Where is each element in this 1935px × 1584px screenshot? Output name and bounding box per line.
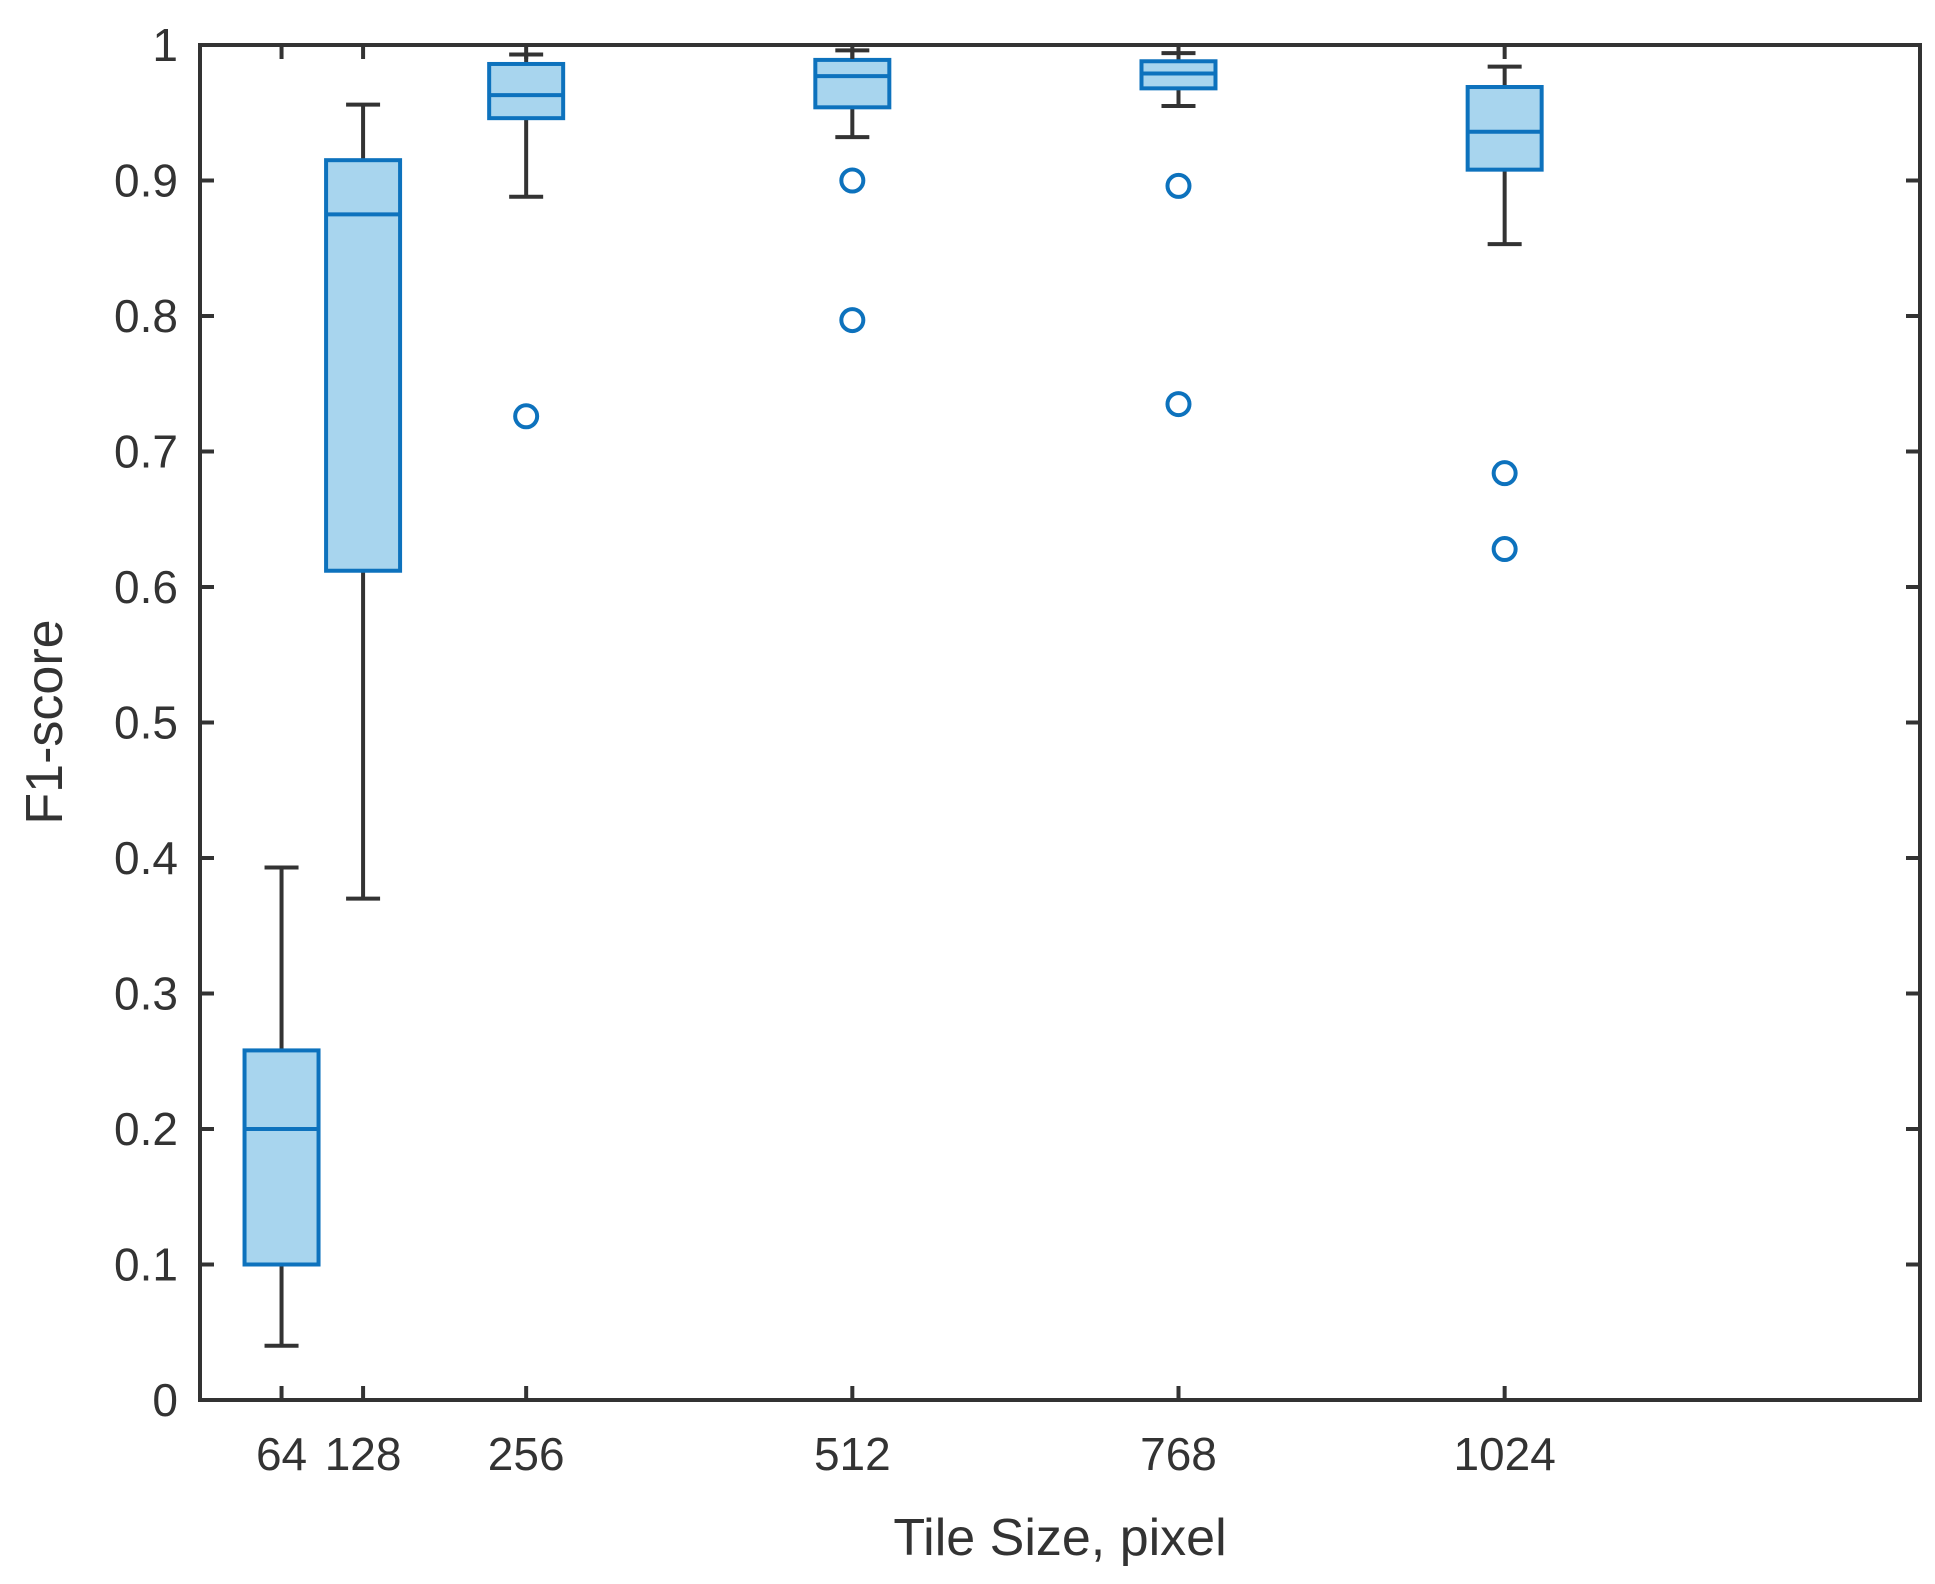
y-tick-label-0.1: 0.1 [114, 1239, 178, 1291]
x-tick-label-64: 64 [256, 1428, 307, 1480]
x-tick-label-1024: 1024 [1453, 1428, 1555, 1480]
x-tick-label-128: 128 [325, 1428, 402, 1480]
box-512 [813, 57, 892, 110]
y-axis-title: F1-score [16, 619, 74, 824]
y-tick-label-0.7: 0.7 [114, 426, 178, 478]
y-tick-label-0.2: 0.2 [114, 1103, 178, 1155]
labels-layer: 64 128 256 512 768 1024 0 0.1 0.2 0.3 0.4 0.5 0.6 0.7… [114, 19, 1556, 1480]
outlier-1024-0 [1491, 460, 1518, 487]
x-axis-title: Tile Size, pixel [893, 1509, 1226, 1567]
x-tick-label-768: 768 [1140, 1428, 1217, 1480]
outlier-256-0 [513, 403, 540, 430]
outlier-512-1 [839, 307, 866, 334]
plot-frame [198, 43, 1922, 1402]
outlier-512-0 [839, 167, 866, 194]
outlier-768-1 [1165, 391, 1192, 418]
box-256 [487, 61, 566, 121]
x-tick-label-512: 512 [814, 1428, 891, 1480]
y-tick-label-0.4: 0.4 [114, 832, 178, 884]
chart-marks [242, 48, 1544, 1348]
y-tick-label-0: 0 [152, 1374, 178, 1426]
x-tick-label-256: 256 [488, 1428, 565, 1480]
y-tick-label-0.3: 0.3 [114, 968, 178, 1020]
y-tick-label-1: 1 [152, 19, 178, 71]
box-128 [324, 158, 403, 573]
y-tick-label-0.6: 0.6 [114, 561, 178, 613]
outlier-1024-1 [1491, 536, 1518, 563]
y-tick-label-0.9: 0.9 [114, 155, 178, 207]
y-tick-label-0.8: 0.8 [114, 290, 178, 342]
box-64 [242, 1048, 321, 1267]
outlier-768-0 [1165, 172, 1192, 199]
axes-layer [198, 43, 1922, 1402]
y-tick-label-0.5: 0.5 [114, 697, 178, 749]
box-1024 [1465, 85, 1544, 172]
plot-area [200, 45, 1920, 1400]
